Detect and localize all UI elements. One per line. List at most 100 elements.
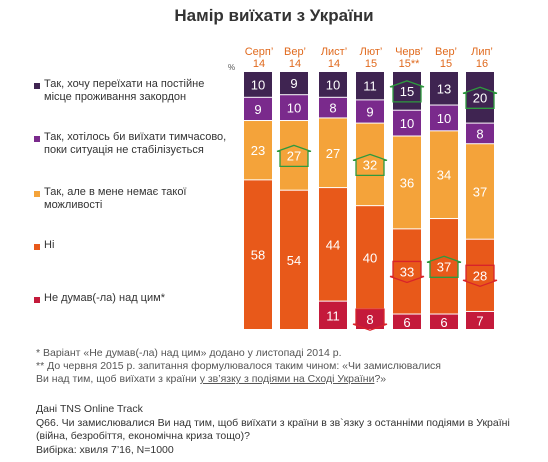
column-header-year: 16 [475, 58, 489, 70]
data-label-temporary: 8 [476, 126, 483, 141]
column-header-month: Серп’ [244, 46, 274, 58]
bar-segment-not-thought [430, 314, 458, 329]
bar-segment-emigrate [430, 72, 458, 105]
data-label-not-thought: 11 [326, 308, 340, 323]
footnote-1: * Варіант «Не думав(-ла) над цим» додано… [36, 347, 342, 359]
data-label-no: 44 [326, 237, 340, 252]
column-header-year: 15 [439, 58, 453, 70]
bar-segment-not-thought [356, 309, 384, 329]
change-up-marker [352, 153, 388, 177]
data-label-emigrate: 11 [363, 79, 377, 94]
data-label-temporary: 9 [254, 102, 261, 117]
data-label-emigrate: 10 [251, 77, 265, 92]
data-label-emigrate: 13 [437, 81, 451, 96]
bar-segment-no [244, 180, 272, 329]
legend-swatch-emigrate [34, 83, 40, 89]
legend-label-emigrate: Так, хочу переїхати на постійне місце пр… [44, 78, 205, 103]
footnote-2: ** До червня 2015 р. запитання формулюва… [36, 360, 456, 386]
survey-question: Q66. Чи замислювалися Ви над тим, щоб ви… [36, 417, 510, 442]
data-label-emigrate: 20 [473, 90, 487, 105]
sample-size: Вибірка: хвиля 7’16, N=1000 [36, 444, 174, 456]
change-down-marker [352, 308, 388, 331]
change-down-marker [389, 260, 425, 284]
data-label-no-opportunity: 36 [400, 175, 414, 190]
legend-swatch-temporary [34, 136, 40, 142]
percent-sign: % [228, 63, 236, 72]
data-label-no: 40 [363, 250, 377, 265]
bar-segment-temporary [393, 110, 421, 136]
footnote-2-text: ** До червня 2015 р. запитання формулюва… [36, 360, 441, 385]
column-header-year: 15 [364, 58, 378, 70]
column-header: Вер’ 15 [421, 46, 471, 70]
bar-segment-no [356, 206, 384, 309]
legend-swatch-not-thought [34, 297, 40, 303]
legend-swatch-no-opportunity [34, 191, 40, 197]
legend-label-temporary: Так, хотілось би виїхати тимчасово, поки… [44, 131, 227, 156]
data-label-no: 28 [473, 268, 487, 283]
data-label-temporary: 9 [366, 104, 373, 119]
change-up-marker [462, 86, 498, 109]
column-header-year: 14 [327, 58, 341, 70]
column-header: Вер’ 14 [270, 46, 320, 70]
legend-swatch-no [34, 244, 40, 250]
data-label-no-opportunity: 27 [287, 148, 301, 163]
footnote-2-underlined: у зв’язку з подіями на Сході України [199, 373, 375, 385]
bar-segment-emigrate [244, 72, 272, 97]
column-header-month: Лист’ [320, 46, 348, 58]
change-down-marker [462, 264, 498, 288]
data-label-not-thought: 8 [366, 312, 373, 327]
bar-segment-not-thought [393, 314, 421, 329]
data-label-not-thought: 7 [476, 313, 483, 328]
data-label-no: 37 [437, 259, 451, 274]
chart-title: Намір виїхати з України [174, 6, 374, 25]
data-label-emigrate: 9 [290, 76, 297, 91]
column-header: Лип’ 16 [457, 46, 507, 70]
change-up-marker [389, 80, 425, 103]
legend-label-not-thought: Не думав(-ла) над цим* [44, 292, 165, 304]
bar-segment-temporary [356, 100, 384, 123]
data-label-no-opportunity: 34 [437, 168, 451, 183]
bar-segment-no [280, 190, 308, 329]
data-label-not-thought: 6 [440, 315, 447, 330]
column-header-month: Лют’ [359, 46, 383, 58]
data-label-no: 33 [400, 264, 414, 279]
legend-label-no-opportunity: Так, але в мене немає такої можливості [44, 186, 187, 211]
bar-segment-no-opportunity [466, 144, 494, 239]
change-up-marker [276, 144, 312, 168]
bar-segment-no [393, 229, 421, 314]
column-header: Черв’ 15** [384, 46, 434, 70]
bar-segment-no-opportunity [430, 131, 458, 219]
column-header: Серп’ 14 [234, 46, 284, 70]
data-label-emigrate: 15 [400, 84, 414, 99]
data-source: Дані TNS Online Track [36, 403, 143, 415]
bar-segment-not-thought [319, 301, 347, 329]
data-label-temporary: 10 [400, 116, 414, 131]
bar-segment-no [430, 219, 458, 314]
bar-segment-no-opportunity [356, 123, 384, 206]
data-label-temporary: 8 [329, 101, 336, 116]
bar-segment-no-opportunity [244, 121, 272, 180]
legend-label-no: Ні [44, 239, 55, 251]
bar-segment-emigrate [319, 72, 347, 97]
bar-segment-no-opportunity [319, 118, 347, 188]
bar-segment-no [466, 239, 494, 311]
bar-segment-no-opportunity [280, 121, 308, 190]
data-label-no-opportunity: 23 [251, 143, 265, 158]
bar-segment-temporary [244, 97, 272, 121]
bar-segment-emigrate [356, 72, 384, 100]
column-header: Лист’ 14 [309, 46, 359, 70]
bar-segment-emigrate [393, 72, 421, 110]
footnote-2-end: ?» [374, 373, 387, 385]
change-up-marker [426, 255, 462, 278]
data-label-no-opportunity: 27 [326, 146, 340, 161]
column-header-month: Лип’ [471, 46, 493, 58]
bar-segment-temporary [280, 95, 308, 121]
data-label-temporary: 10 [437, 111, 451, 126]
bar-segment-temporary [319, 97, 347, 118]
column-header: Лют’ 15 [346, 46, 396, 70]
data-label-no: 54 [287, 253, 301, 268]
bar-segment-emigrate [280, 72, 308, 95]
data-label-no-opportunity: 37 [473, 184, 487, 199]
column-header-year: 14 [252, 58, 266, 70]
